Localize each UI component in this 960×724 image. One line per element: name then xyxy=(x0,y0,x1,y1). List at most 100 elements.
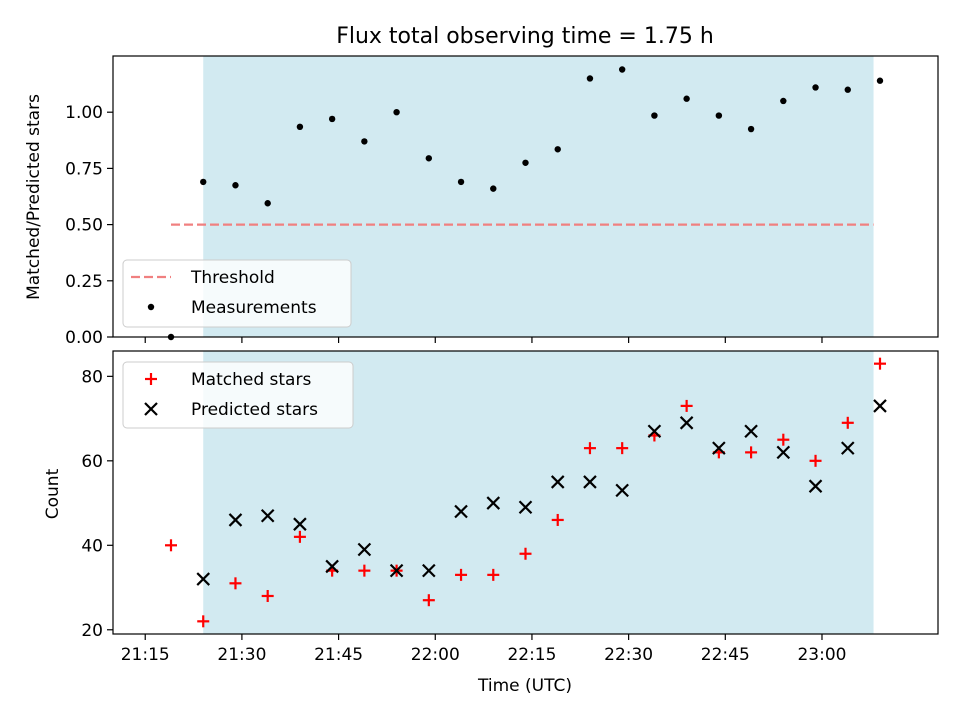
top-measurements-point xyxy=(780,97,787,105)
bottom-predicted-stars-point xyxy=(615,483,629,498)
bottom-matched-stars-point xyxy=(745,446,758,459)
bottom-predicted-stars-point xyxy=(422,563,436,578)
top-y-tick-label: 0.50 xyxy=(65,216,103,236)
top-y-tick-label: 0.25 xyxy=(65,272,103,292)
top-y-tick-label: 1.00 xyxy=(65,103,103,123)
chart-title: Flux total observing time = 1.75 h xyxy=(336,24,714,49)
top-measurements-point xyxy=(522,159,529,166)
legend-label: Measurements xyxy=(191,298,317,318)
bottom-matched-stars-point xyxy=(680,399,693,412)
bottom-predicted-stars-point xyxy=(647,424,662,439)
top-measurements-point xyxy=(393,109,400,116)
top-measurements-point xyxy=(425,155,433,162)
legend-label: Predicted stars xyxy=(191,400,318,420)
bottom-legend: Matched stars Predicted stars xyxy=(122,361,354,429)
top-measurements-point xyxy=(200,178,207,186)
top-plot-frame xyxy=(112,55,939,338)
top-measurements-point xyxy=(328,115,336,123)
bottom-x-tick-label: 22:00 xyxy=(411,645,460,665)
bottom-predicted-stars-point xyxy=(840,441,855,455)
top-y-tick-label: 0.75 xyxy=(65,159,103,179)
legend-label: Threshold xyxy=(190,268,275,288)
bottom-predicted-stars-point xyxy=(518,500,533,515)
bottom-predicted-stars-point xyxy=(679,416,694,430)
bottom-x-tick-label: 22:15 xyxy=(507,645,556,665)
bottom-x-tick-label: 22:45 xyxy=(701,645,750,665)
bottom-panel: 20 40 60 80 21:15 21:30 21:45 22:00 22:15 22:30 22… xyxy=(81,350,939,665)
top-measurements-point xyxy=(296,123,304,131)
bottom-predicted-stars-point xyxy=(228,513,243,527)
bottom-predicted-stars-point xyxy=(873,399,887,413)
top-measurements-point xyxy=(876,77,884,84)
legend-predicted-swatch xyxy=(144,402,158,416)
bottom-predicted-stars-point xyxy=(808,479,823,493)
top-measurements-point xyxy=(490,185,497,192)
bottom-matched-stars-point xyxy=(551,513,564,526)
bottom-predicted-stars-point xyxy=(776,445,791,460)
bottom-matched-stars-point xyxy=(809,454,822,467)
top-measurements-point xyxy=(586,75,594,82)
bottom-matched-stars-point xyxy=(583,442,596,455)
bottom-matched-stars-point xyxy=(519,547,532,560)
bottom-matched-stars-point xyxy=(197,615,210,628)
bottom-predicted-stars-point xyxy=(712,441,726,455)
bottom-matched-stars-point xyxy=(358,564,371,577)
bottom-y-tick-label: 20 xyxy=(81,621,103,641)
bottom-predicted-stars-point xyxy=(389,563,404,578)
bottom-legend-box xyxy=(122,361,354,429)
top-y-tick-label: 0.00 xyxy=(65,328,103,348)
bottom-matched-stars-point xyxy=(261,589,274,602)
bottom-y-tick-label: 80 xyxy=(81,367,103,387)
x-axis-label: Time (UTC) xyxy=(477,676,572,696)
bottom-y-tick-label: 40 xyxy=(81,536,103,556)
top-measurements-point xyxy=(554,146,561,153)
top-panel: 0.00 0.25 0.50 0.75 1.00 Threshold Measurement… xyxy=(65,55,939,348)
bottom-matched-stars-point xyxy=(873,357,886,370)
top-legend-box xyxy=(122,259,352,328)
bottom-plot-frame xyxy=(112,350,939,635)
bottom-matched-stars-point xyxy=(777,433,790,446)
top-measurements-point xyxy=(232,182,239,189)
top-y-axis-label: Matched/Predicted stars xyxy=(24,94,44,300)
bottom-predicted-stars-point xyxy=(454,504,468,519)
bottom-predicted-stars-point xyxy=(744,424,758,439)
bottom-x-tick-label: 21:45 xyxy=(314,645,363,665)
top-legend: Threshold Measurements xyxy=(122,259,352,328)
bottom-predicted-stars-point xyxy=(357,542,372,557)
bottom-matched-stars-point xyxy=(616,442,629,455)
bottom-matched-stars-point xyxy=(841,416,854,429)
bottom-x-tick-label: 21:30 xyxy=(217,645,266,665)
bottom-y-tick-label: 60 xyxy=(81,452,103,472)
bottom-matched-stars-point xyxy=(229,577,242,590)
bottom-predicted-stars-point xyxy=(260,508,275,523)
top-measurements-point xyxy=(264,200,271,207)
bottom-predicted-stars-point xyxy=(325,559,339,574)
bottom-matched-stars-point xyxy=(422,594,435,607)
legend-measurements-swatch xyxy=(147,303,155,311)
bottom-matched-stars-point xyxy=(293,530,306,543)
top-measurements-point xyxy=(747,125,755,133)
bottom-x-tick-label: 23:00 xyxy=(797,645,846,665)
bottom-matched-stars-point xyxy=(165,539,178,552)
top-measurements-point xyxy=(715,112,723,119)
bottom-predicted-stars-point xyxy=(196,572,211,586)
bottom-x-tick-label: 21:15 xyxy=(121,645,170,665)
bottom-y-axis-label: Count xyxy=(43,468,63,519)
bottom-matched-stars-point xyxy=(487,568,500,581)
top-measurements-point xyxy=(361,138,368,145)
bottom-predicted-stars-point xyxy=(486,496,501,510)
bottom-predicted-stars-point xyxy=(550,475,565,489)
top-measurements-point xyxy=(812,84,819,91)
bottom-predicted-stars-point xyxy=(293,517,307,531)
top-measurements-point xyxy=(844,86,851,93)
bottom-predicted-stars-point xyxy=(583,475,597,489)
top-measurements-point xyxy=(618,66,626,73)
legend-matched-swatch xyxy=(145,373,157,385)
legend-label: Matched stars xyxy=(191,370,311,390)
bottom-matched-stars-point xyxy=(455,568,468,581)
top-measurements-point xyxy=(457,178,465,186)
top-measurements-point xyxy=(683,95,690,102)
bottom-x-tick-label: 22:30 xyxy=(604,645,653,665)
top-measurements-point xyxy=(651,112,658,119)
